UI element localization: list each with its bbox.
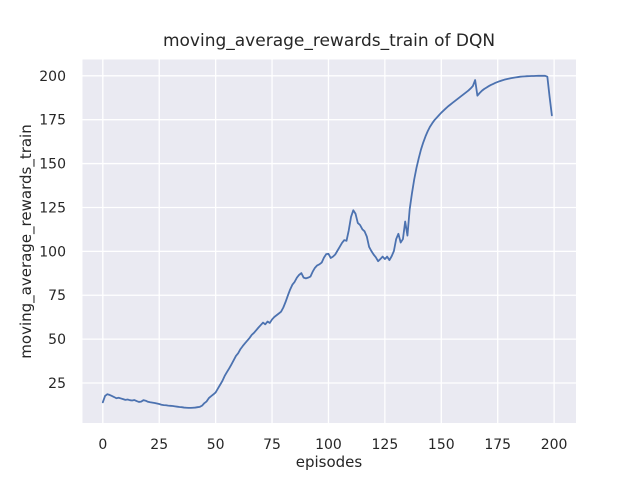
y-tick-labels: 25 50 75 100 125 150 175 200 <box>39 69 66 392</box>
y-axis-label: moving_average_rewards_train <box>17 124 36 358</box>
gridlines <box>82 59 576 423</box>
x-axis-label: episodes <box>296 453 363 471</box>
y-tick-label: 150 <box>39 157 66 173</box>
x-tick-label: 75 <box>263 437 281 453</box>
y-tick-label: 25 <box>48 376 66 392</box>
y-tick-label: 125 <box>39 200 66 216</box>
x-tick-label: 175 <box>484 437 511 453</box>
x-tick-label: 200 <box>541 437 568 453</box>
x-tick-label: 50 <box>207 437 225 453</box>
reward-line <box>101 74 553 409</box>
chart-title: moving_average_rewards_train of DQN <box>163 31 495 51</box>
y-tick-label: 175 <box>39 113 66 129</box>
x-tick-label: 150 <box>428 437 455 453</box>
y-tick-label: 75 <box>48 288 66 304</box>
x-tick-label: 0 <box>98 437 107 453</box>
plot-area <box>82 59 576 423</box>
x-tick-labels: 0 25 50 75 100 125 150 175 200 <box>98 437 567 453</box>
y-tick-label: 100 <box>39 244 66 260</box>
x-tick-label: 25 <box>150 437 168 453</box>
y-tick-label: 50 <box>48 332 66 348</box>
x-tick-label: 100 <box>315 437 342 453</box>
x-tick-label: 125 <box>372 437 399 453</box>
y-tick-label: 200 <box>39 69 66 85</box>
